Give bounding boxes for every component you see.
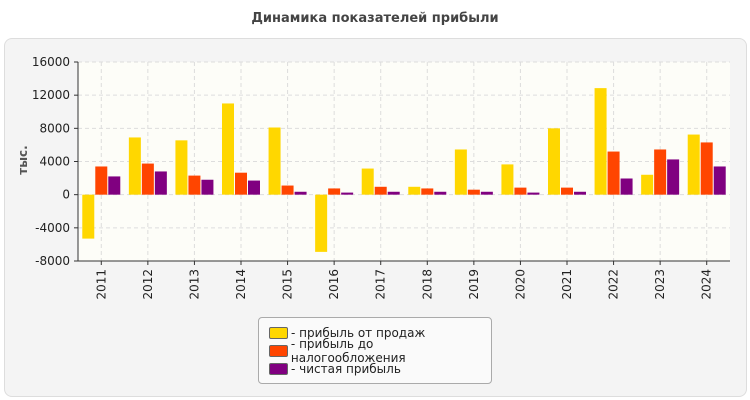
bar <box>248 180 260 195</box>
y-axis-label: тыс. <box>16 145 30 174</box>
x-tick-label: 2018 <box>420 269 434 300</box>
legend-label: - прибыль до налогообложения <box>290 337 406 365</box>
legend-swatch <box>269 363 288 375</box>
bar <box>607 151 620 195</box>
y-tick-label: 4000 <box>39 155 70 169</box>
bar <box>201 179 214 195</box>
bar <box>235 172 247 195</box>
bar <box>374 186 387 195</box>
bar <box>82 194 95 239</box>
bar <box>421 188 434 195</box>
legend-label: - прибыль от продаж <box>291 326 426 340</box>
bar <box>141 163 154 195</box>
bar <box>641 174 654 195</box>
bar <box>294 191 307 195</box>
bar <box>700 142 713 195</box>
bar <box>687 134 700 195</box>
x-tick-label: 2024 <box>700 269 714 300</box>
bar <box>501 164 514 195</box>
bar <box>188 175 201 195</box>
x-tick-label: 2012 <box>141 269 155 300</box>
bar <box>527 192 540 195</box>
x-tick-label: 2015 <box>281 269 295 300</box>
x-tick-label: 2014 <box>234 269 248 300</box>
bar <box>467 189 480 195</box>
y-tick-label: 12000 <box>32 88 70 102</box>
y-tick-label: -4000 <box>35 221 70 235</box>
bar <box>594 88 607 195</box>
bar <box>281 185 294 195</box>
x-tick-label: 2017 <box>374 269 388 300</box>
x-tick-label: 2016 <box>327 269 341 300</box>
bar <box>341 192 354 195</box>
y-tick-label: 8000 <box>39 121 70 135</box>
x-tick-label: 2023 <box>653 269 667 300</box>
bar <box>574 191 586 195</box>
bar <box>561 187 573 195</box>
y-tick-label: -8000 <box>35 254 70 268</box>
y-tick-label: 0 <box>62 188 70 202</box>
bar <box>620 178 633 195</box>
legend-label: - чистая прибыль <box>291 362 401 376</box>
bar <box>713 166 726 195</box>
bar <box>434 191 447 195</box>
legend-swatch <box>269 327 288 339</box>
chart-title: Динамика показателей прибыли <box>251 11 499 26</box>
bar <box>222 103 234 195</box>
legend: - прибыль от продаж - прибыль до налогоо… <box>258 317 492 384</box>
bar <box>95 166 108 195</box>
x-tick-label: 2019 <box>467 269 481 300</box>
x-tick-label: 2021 <box>560 269 574 300</box>
x-tick-label: 2022 <box>607 269 621 300</box>
bar <box>154 171 167 195</box>
bar <box>654 149 667 195</box>
x-tick-label: 2020 <box>513 269 527 300</box>
bar <box>328 188 341 195</box>
x-tick-label: 2011 <box>94 269 108 300</box>
bar <box>548 128 560 195</box>
bar <box>315 194 328 252</box>
legend-item: - прибыль до налогообложения <box>269 337 491 365</box>
bar <box>387 191 400 195</box>
legend-swatch <box>269 345 288 357</box>
bar <box>175 140 188 195</box>
bar <box>667 159 680 195</box>
legend-item: - чистая прибыль <box>269 360 491 378</box>
bar <box>454 149 467 195</box>
bar <box>514 187 527 195</box>
bar <box>361 168 374 195</box>
x-tick-label: 2013 <box>187 269 201 300</box>
bar <box>268 127 281 195</box>
bar <box>480 191 493 195</box>
bar <box>408 186 421 195</box>
bar <box>128 137 141 195</box>
legend-item: - прибыль от продаж <box>269 324 491 342</box>
bar <box>108 176 121 195</box>
y-tick-label: 16000 <box>32 55 70 69</box>
